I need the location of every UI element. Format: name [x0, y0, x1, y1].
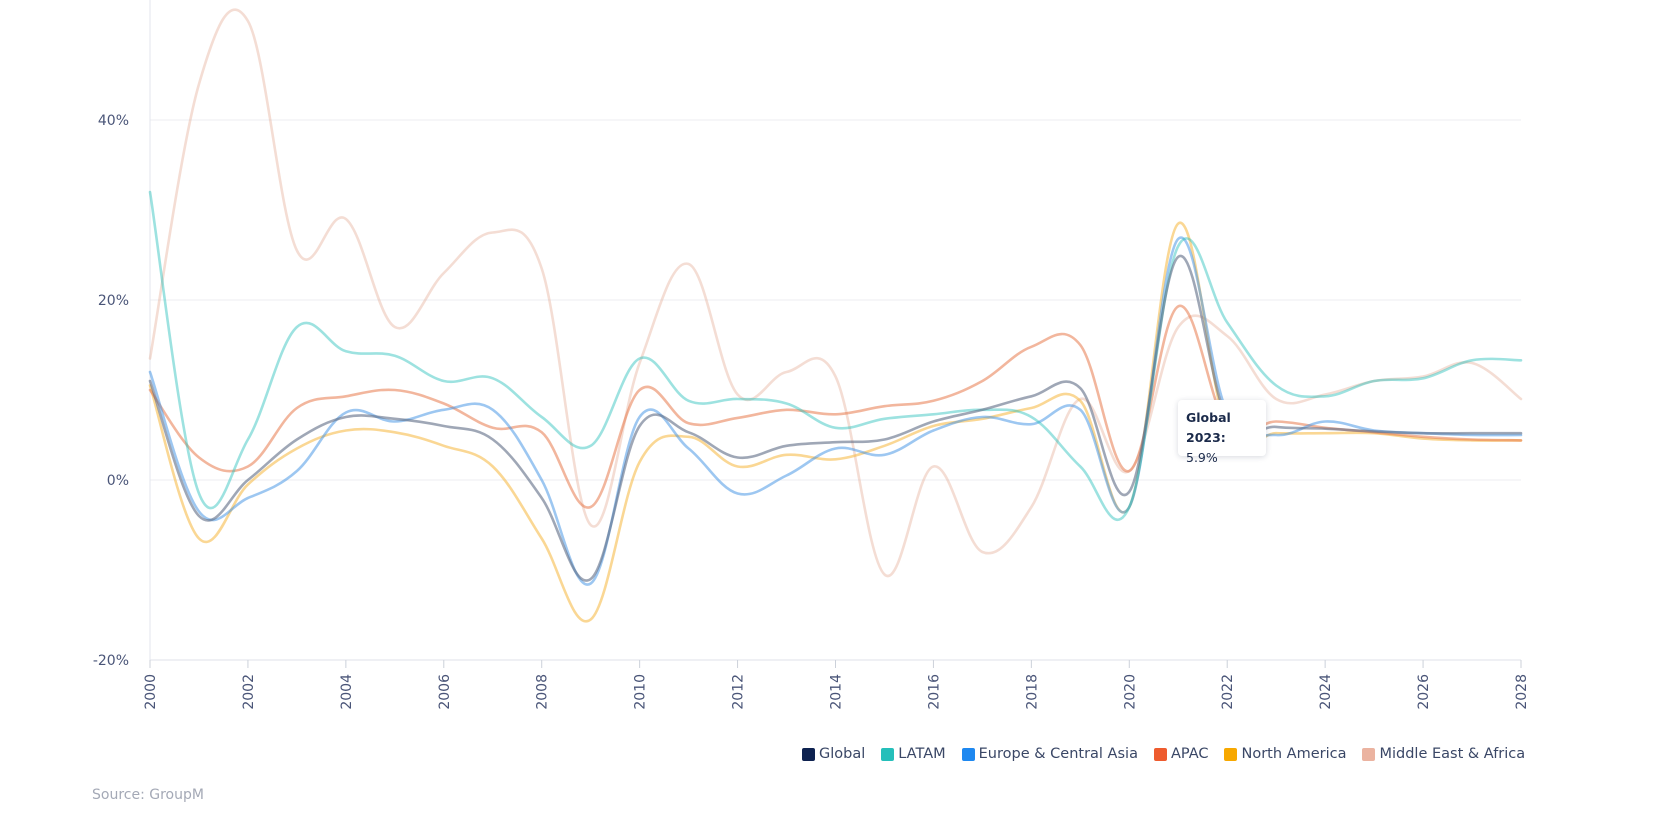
tooltip-year: 2023: — [1186, 430, 1226, 445]
x-tick-label: 2020 — [1122, 674, 1138, 710]
x-tick-label: 2008 — [535, 674, 551, 710]
x-tick-label: 2010 — [633, 674, 649, 710]
grid-lines — [150, 119, 1521, 661]
legend-swatch — [1224, 747, 1238, 761]
x-tick-label: 2002 — [241, 674, 257, 710]
x-tick-label: 2022 — [1220, 674, 1236, 710]
y-tick-label: 40% — [98, 113, 129, 129]
series-line-middle-east-africa — [148, 8, 1523, 578]
legend-label: APAC — [1170, 746, 1209, 762]
x-tick-label: 2024 — [1318, 674, 1334, 710]
series-line-latam — [148, 190, 1523, 521]
legend-item-middle-east-africa[interactable]: Middle East & Africa — [1362, 746, 1525, 762]
legend: Global LATAM Europe & Central Asia APAC Nort… — [802, 743, 1525, 765]
series-line-europe-central-asia — [148, 236, 1523, 586]
legend-item-latam[interactable]: LATAM — [881, 746, 946, 762]
tooltip-series: Global — [1186, 410, 1231, 425]
legend-label: North America — [1241, 746, 1347, 762]
x-tick-label: 2006 — [437, 674, 453, 710]
x-tick-label: 2016 — [926, 674, 942, 710]
series-lines — [148, 8, 1523, 623]
y-tick-label: -20% — [93, 653, 129, 669]
tooltip-row: 2023: 5.9% — [1186, 428, 1258, 468]
x-tick-label: 2012 — [731, 674, 747, 710]
legend-label: LATAM — [898, 746, 946, 762]
legend-label: Europe & Central Asia — [978, 746, 1138, 762]
axes: -20% 0% 20% 40% 2000 2002 2004 2006 2008 2010 2012… — [93, 0, 1530, 710]
source-note: Source: GroupM — [92, 787, 204, 803]
x-tick-label: 2028 — [1514, 674, 1530, 710]
y-tick-label: 0% — [107, 473, 129, 489]
legend-swatch — [881, 747, 895, 761]
legend-item-global[interactable]: Global — [802, 746, 865, 762]
tooltip: Global 2023: 5.9% — [1178, 400, 1266, 465]
legend-swatch — [1362, 747, 1376, 761]
legend-label: Middle East & Africa — [1379, 746, 1526, 762]
legend-swatch — [1153, 747, 1167, 761]
x-tick-label: 2000 — [143, 674, 159, 710]
series-line-apac — [148, 304, 1523, 509]
legend-item-apac[interactable]: APAC — [1153, 746, 1209, 762]
legend-item-north-america[interactable]: North America — [1224, 746, 1346, 762]
series-line-global — [148, 254, 1523, 582]
y-tick-label: 20% — [98, 293, 129, 309]
legend-item-europe-central-asia[interactable]: Europe & Central Asia — [961, 746, 1138, 762]
x-tick-label: 2018 — [1024, 674, 1040, 710]
x-tick-label: 2014 — [829, 674, 845, 710]
legend-swatch — [961, 747, 975, 761]
x-tick-label: 2026 — [1416, 674, 1432, 710]
legend-swatch — [802, 747, 815, 761]
x-tick-label: 2004 — [339, 674, 355, 710]
legend-label: Global — [819, 746, 866, 762]
tooltip-value: 5.9% — [1186, 450, 1218, 465]
